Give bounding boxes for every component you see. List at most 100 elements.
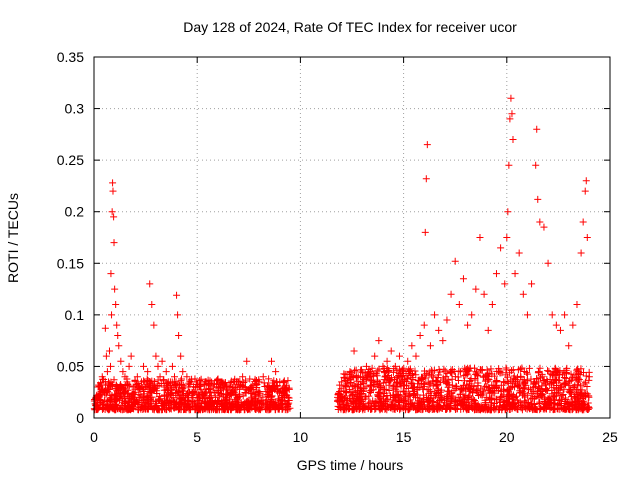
dense-point	[162, 392, 170, 400]
dense-point	[464, 394, 472, 402]
dense-point	[535, 383, 543, 391]
dense-point	[244, 400, 252, 408]
dense-point	[365, 392, 373, 400]
dense-point	[246, 385, 254, 393]
data-point	[109, 187, 117, 195]
dense-point	[434, 371, 442, 379]
dense-point	[547, 398, 555, 406]
dense-point	[111, 395, 119, 403]
dense-point	[100, 396, 108, 404]
data-point	[371, 352, 379, 360]
dense-point	[437, 395, 445, 403]
dense-point	[482, 400, 490, 408]
data-point	[94, 383, 102, 391]
dense-point	[511, 404, 519, 412]
data-point	[447, 290, 455, 298]
data-point	[272, 368, 280, 376]
dense-point	[429, 399, 437, 407]
dense-point	[151, 404, 159, 412]
dense-point	[551, 365, 559, 373]
data-point	[354, 373, 362, 381]
data-point	[115, 342, 123, 350]
data-point	[581, 187, 589, 195]
data-point	[548, 311, 556, 319]
dense-point	[554, 368, 562, 376]
dense-point	[194, 406, 202, 414]
dense-point	[500, 391, 508, 399]
dense-point	[514, 366, 522, 374]
dense-point	[432, 382, 440, 390]
data-point	[391, 362, 399, 370]
dense-point	[560, 380, 568, 388]
data-point	[234, 378, 242, 386]
dense-point	[486, 384, 494, 392]
data-point	[222, 393, 230, 401]
dense-point	[343, 389, 351, 397]
dense-point	[396, 365, 404, 373]
dense-point	[209, 404, 217, 412]
data-point	[515, 249, 523, 257]
dense-point	[575, 389, 583, 397]
data-point	[431, 311, 439, 319]
data-point	[168, 362, 176, 370]
dense-point	[218, 390, 226, 398]
dense-point	[241, 384, 249, 392]
dense-point	[400, 388, 408, 396]
dense-point	[546, 394, 554, 402]
dense-point	[184, 400, 192, 408]
data-point	[532, 161, 540, 169]
dense-point	[490, 399, 498, 407]
data-point	[110, 239, 118, 247]
dense-point	[112, 381, 120, 389]
dense-point	[503, 396, 511, 404]
dense-point	[236, 377, 244, 385]
data-point	[117, 357, 125, 365]
dense-point	[434, 398, 442, 406]
dense-point	[546, 376, 554, 384]
data-point	[577, 249, 585, 257]
data-point	[135, 393, 143, 401]
dense-point	[451, 373, 459, 381]
dense-point	[513, 392, 521, 400]
data-point	[556, 326, 564, 334]
dense-point	[346, 376, 354, 384]
dense-point	[533, 374, 541, 382]
dense-point	[252, 396, 260, 404]
data-point	[503, 234, 511, 241]
data-point	[166, 378, 174, 386]
dense-point	[538, 372, 546, 380]
dense-point	[251, 375, 259, 383]
data-point	[243, 357, 251, 365]
dense-point	[485, 405, 493, 413]
dense-point	[484, 376, 492, 384]
dense-point	[131, 399, 139, 407]
dense-point	[110, 376, 118, 384]
dense-point	[472, 368, 480, 376]
dense-point	[229, 403, 237, 411]
dense-point	[497, 387, 505, 395]
dense-point	[470, 382, 478, 390]
data-point	[443, 316, 451, 324]
dense-point	[159, 401, 167, 409]
data-point	[108, 208, 116, 216]
dense-point	[340, 374, 348, 382]
dense-point	[518, 403, 526, 411]
dense-point	[219, 399, 227, 407]
dense-point	[461, 393, 469, 401]
data-point	[226, 383, 234, 391]
dense-point	[414, 377, 422, 385]
dense-point	[335, 389, 343, 397]
dense-point	[178, 375, 186, 383]
data-point	[507, 94, 515, 102]
dense-point	[284, 405, 292, 413]
data-point	[338, 378, 346, 386]
dense-point	[99, 400, 107, 408]
dense-point	[204, 403, 212, 411]
dense-point	[149, 386, 157, 394]
dense-point	[285, 394, 293, 402]
dense-point	[237, 382, 245, 390]
dense-point	[352, 366, 360, 374]
data-point	[561, 311, 569, 319]
data-point	[183, 373, 191, 381]
data-point	[464, 321, 472, 329]
